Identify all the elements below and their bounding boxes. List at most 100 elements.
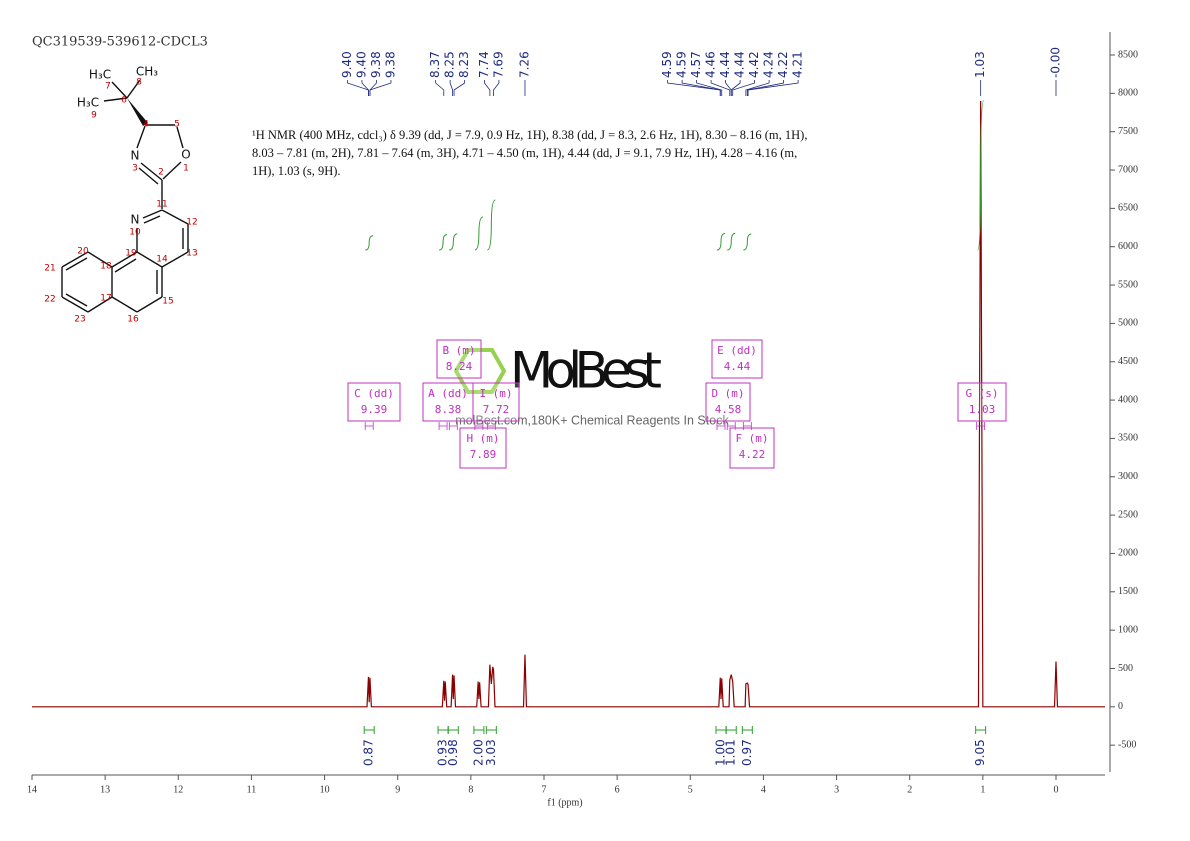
y-tick-label: 7000	[1118, 164, 1138, 175]
y-tick-label: 6000	[1118, 241, 1138, 252]
watermark-brand: MolBest	[510, 342, 662, 400]
atom-number: 12	[186, 218, 197, 228]
atom-number: 5	[174, 120, 180, 130]
multiplet-value: 7.72	[483, 403, 510, 416]
y-tick-label: 1500	[1118, 586, 1138, 597]
integral-bracket	[473, 726, 485, 734]
multiplet-marker	[742, 422, 752, 430]
bond	[162, 161, 182, 180]
multiplet-marker	[726, 422, 736, 430]
multiplet-label: D (m)	[711, 387, 744, 400]
bond	[142, 209, 163, 219]
integral-curve	[743, 233, 752, 251]
atom-number: 16	[127, 315, 139, 325]
peak-leader	[435, 80, 445, 96]
integral-bracket	[725, 726, 737, 734]
peak-label: 4.21	[791, 51, 805, 78]
atom-number: 6	[121, 96, 127, 106]
bond	[111, 81, 128, 99]
peak-label: 9.38	[383, 51, 397, 78]
multiplet-value: 7.89	[470, 448, 497, 461]
integral-curve	[474, 216, 484, 251]
integral-bracket	[741, 726, 753, 734]
bond	[65, 293, 88, 307]
multiplet-value: 9.39	[361, 403, 388, 416]
bond	[65, 257, 88, 271]
bond	[136, 251, 163, 268]
x-tick-label: 2	[907, 784, 912, 795]
y-tick-label: 5500	[1118, 279, 1138, 290]
bond	[111, 251, 138, 268]
spectrum	[32, 101, 1105, 708]
y-tick-label: 8000	[1118, 88, 1138, 99]
bond	[136, 125, 146, 149]
atom-number: 13	[186, 249, 197, 259]
atom-number: 21	[44, 264, 55, 274]
multiplet-value: 8.24	[446, 360, 473, 373]
multiplet-label: C (dd)	[354, 387, 394, 400]
multiplet-marker	[976, 422, 986, 430]
peak-leader	[747, 80, 799, 96]
x-tick-label: 11	[247, 784, 257, 795]
x-tick-label: 10	[320, 784, 330, 795]
integral-bracket	[437, 726, 449, 734]
peak-label: 4.59	[660, 51, 674, 78]
atom-number: 1	[183, 164, 189, 174]
x-tick-label: 7	[541, 784, 546, 795]
integral-bracket	[485, 726, 497, 734]
peak-label: 4.22	[776, 51, 790, 78]
peak-leader	[453, 80, 466, 96]
multiplet-value: 1.03	[969, 403, 996, 416]
x-tick-label: 5	[688, 784, 693, 795]
bond	[87, 296, 113, 313]
x-tick-label: 14	[27, 784, 37, 795]
integral-curve	[727, 232, 736, 251]
y-tick-label: -500	[1118, 739, 1136, 750]
chart-title: QC319539-539612-CDCL3	[32, 35, 208, 50]
peak-label: 1.03	[973, 51, 987, 78]
y-tick-label: 6500	[1118, 203, 1138, 214]
bond	[140, 162, 163, 181]
integral-label: 0.98	[446, 739, 460, 766]
y-tick-label: 4000	[1118, 394, 1138, 405]
nmr-description: ¹H NMR (400 MHz, cdcl₃) δ 9.39 (dd, J = …	[252, 128, 808, 178]
x-tick-label: 8	[468, 784, 473, 795]
multiplet-label: B (m)	[442, 344, 475, 357]
atom-number: 15	[162, 297, 173, 307]
multiplet-value: 4.22	[739, 448, 766, 461]
integral-bracket	[715, 726, 727, 734]
x-tick-label: 13	[100, 784, 110, 795]
peak-leader	[493, 80, 500, 96]
multiplet-box	[729, 427, 775, 469]
atom-label: CH₃	[136, 65, 158, 79]
peak-leader	[369, 80, 392, 96]
x-tick-label: 1	[980, 784, 985, 795]
bond	[126, 79, 141, 99]
peak-leader	[361, 80, 369, 96]
multiplet-label: G (s)	[965, 387, 998, 400]
peak-label: 9.40	[340, 51, 354, 78]
peak-leader	[449, 80, 453, 96]
atom-number: 3	[132, 164, 138, 174]
multiplet-marker	[716, 422, 726, 430]
structure: H₃C CH₃ H₃C N O N	[61, 65, 191, 313]
wedge-bond	[127, 98, 148, 126]
peak-label: 7.74	[477, 51, 491, 78]
peak-label: 4.24	[762, 51, 776, 78]
y-tick-label: 5000	[1118, 318, 1138, 329]
peak-label: 8.25	[443, 51, 457, 78]
atom-number: 14	[156, 255, 168, 265]
atom-number: 7	[105, 82, 111, 92]
multiplet-box	[472, 382, 520, 422]
x-tick-label: 0	[1053, 784, 1058, 795]
multiplet-box	[459, 427, 507, 469]
bond	[61, 251, 89, 268]
atom-number: 18	[100, 262, 112, 272]
peak-leader	[696, 80, 723, 96]
peak-leader	[746, 80, 785, 96]
integral-label: 9.05	[973, 739, 987, 766]
peak-label: 4.44	[733, 51, 747, 78]
integral-bracket	[363, 726, 375, 734]
multiplet-box	[711, 339, 763, 379]
atom-label: N	[131, 213, 140, 227]
